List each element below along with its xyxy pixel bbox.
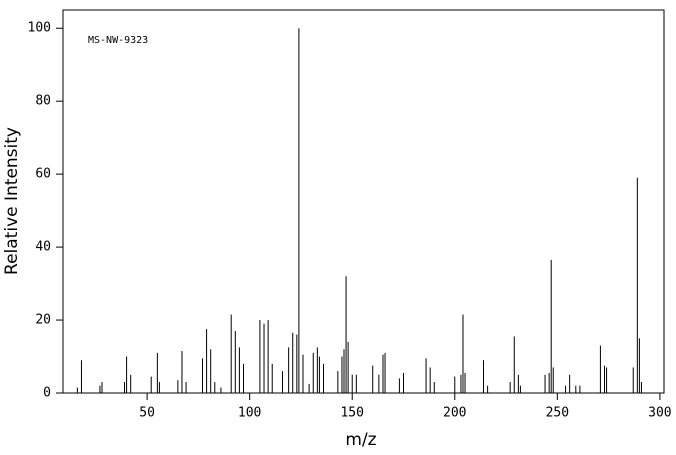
- x-tick-label: 300: [648, 406, 671, 421]
- x-tick-label: 150: [340, 406, 363, 421]
- annotation: MS-NW-9323: [88, 35, 148, 46]
- y-tick-label: 60: [35, 167, 51, 182]
- y-tick-label: 80: [35, 94, 51, 109]
- y-tick-label: 40: [35, 240, 51, 255]
- y-tick-label: 20: [35, 313, 51, 328]
- y-axis-label: Relative Intensity: [2, 127, 22, 275]
- y-tick-label: 100: [28, 21, 51, 36]
- x-tick-label: 100: [238, 406, 261, 421]
- plot-frame: [62, 9, 665, 394]
- x-tick-label: 50: [139, 406, 155, 421]
- x-tick-label: 250: [546, 406, 569, 421]
- x-axis-label: m/z: [345, 430, 376, 450]
- x-tick-label: 200: [443, 406, 466, 421]
- y-tick-label: 0: [43, 386, 51, 401]
